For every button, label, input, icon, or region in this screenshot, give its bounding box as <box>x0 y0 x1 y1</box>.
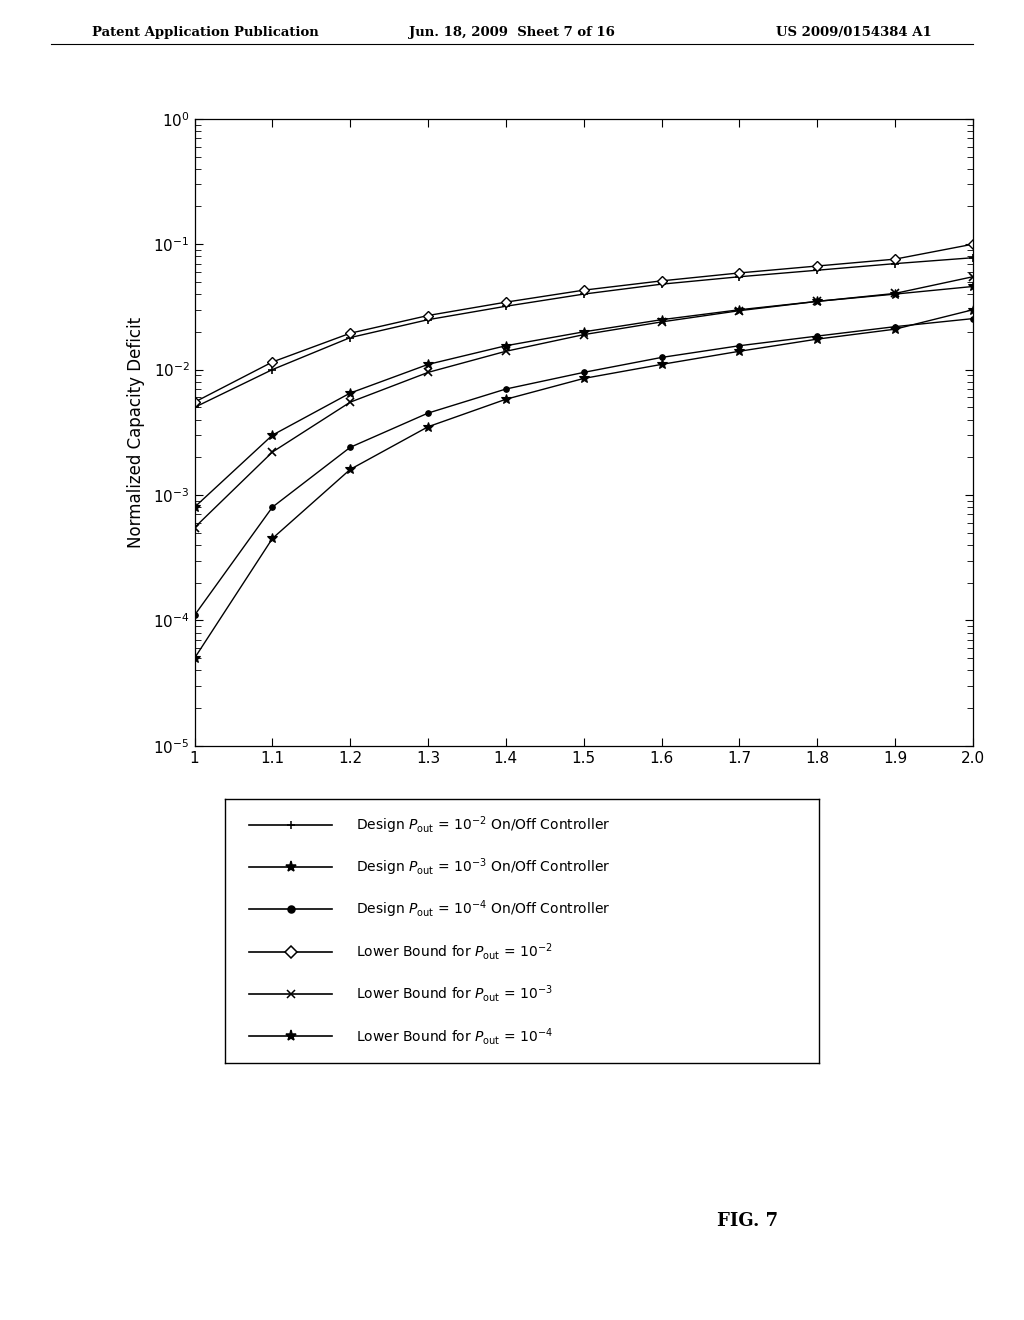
Text: Design $P_{\rm out}$ = 10$^{-3}$ On/Off Controller: Design $P_{\rm out}$ = 10$^{-3}$ On/Off … <box>356 857 610 878</box>
Text: Lower Bound for $P_{\rm out}$ = 10$^{-3}$: Lower Bound for $P_{\rm out}$ = 10$^{-3}… <box>356 983 553 1005</box>
Text: Design $P_{\rm out}$ = 10$^{-2}$ On/Off Controller: Design $P_{\rm out}$ = 10$^{-2}$ On/Off … <box>356 814 610 836</box>
Text: Lower Bound for $P_{\rm out}$ = 10$^{-2}$: Lower Bound for $P_{\rm out}$ = 10$^{-2}… <box>356 941 553 962</box>
Text: US 2009/0154384 A1: US 2009/0154384 A1 <box>776 26 932 40</box>
Text: $C_{\rm Excess}$: $C_{\rm Excess}$ <box>553 803 614 824</box>
Text: Patent Application Publication: Patent Application Publication <box>92 26 318 40</box>
Text: Design $P_{\rm out}$ = 10$^{-4}$ On/Off Controller: Design $P_{\rm out}$ = 10$^{-4}$ On/Off … <box>356 899 610 920</box>
Text: Jun. 18, 2009  Sheet 7 of 16: Jun. 18, 2009 Sheet 7 of 16 <box>409 26 615 40</box>
Y-axis label: Normalized Capacity Deficit: Normalized Capacity Deficit <box>127 317 144 548</box>
Text: FIG. 7: FIG. 7 <box>717 1212 778 1230</box>
Text: Lower Bound for $P_{\rm out}$ = 10$^{-4}$: Lower Bound for $P_{\rm out}$ = 10$^{-4}… <box>356 1026 553 1047</box>
